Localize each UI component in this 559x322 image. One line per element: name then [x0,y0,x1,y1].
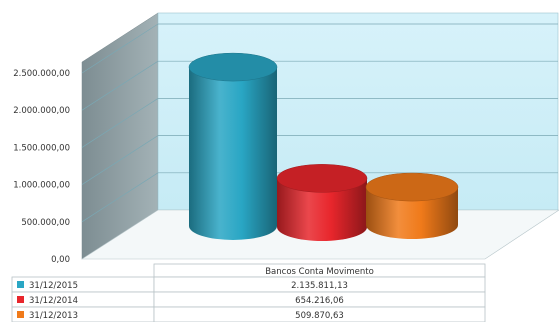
series-name: 31/12/2013 [29,311,78,321]
bar-body [366,187,458,239]
legend-swatch [17,281,24,288]
gridline-side [81,172,159,223]
bar-top [188,52,278,82]
table-cell-value [153,306,486,322]
legend-swatch [17,311,24,318]
category-label: Bancos Conta Movimento [265,267,374,277]
data-table: Bancos Conta Movimento 31/12/2015 2.135.81… [11,263,486,322]
y-tick-label: 1.500.000,00 [13,143,70,153]
series-name: 31/12/2015 [29,281,78,291]
table-row: 31/12/2014 654.216,06 [11,291,486,308]
table-row: 31/12/2013 509.870,63 [11,306,486,322]
bar-31/12/2014 [276,164,368,241]
gridline-side [81,98,159,148]
y-tick-label: 2.000.000,00 [13,106,70,116]
data-value-label: 2.135.811,13 [291,281,348,291]
data-value-label: 654.216,06 [295,296,344,306]
data-value-label: 509.870,63 [295,311,344,321]
y-tick-label: 1.000.000,00 [13,181,70,191]
y-tick-label: 0,00 [51,255,70,265]
bar-top [365,172,459,202]
bar-body [277,178,367,241]
bar-31/12/2015 [188,52,278,241]
legend-swatch [17,296,24,303]
bar-body [189,67,277,241]
y-tick-label: 500.000,00 [21,218,70,228]
y-axis-ticks: 0,00 500.000,00 1.000.000,00 1.500.000,00 2.… [13,69,70,265]
series-name: 31/12/2014 [29,296,78,306]
chart-bars [188,52,459,241]
gridline-side [81,23,159,74]
bar-31/12/2013 [365,172,459,239]
gridline-side [81,60,159,111]
table-row: 31/12/2015 2.135.811,13 [11,276,486,293]
y-tick-label: 2.500.000,00 [13,69,70,79]
gridline-side [81,135,159,185]
bar-top [276,164,368,193]
